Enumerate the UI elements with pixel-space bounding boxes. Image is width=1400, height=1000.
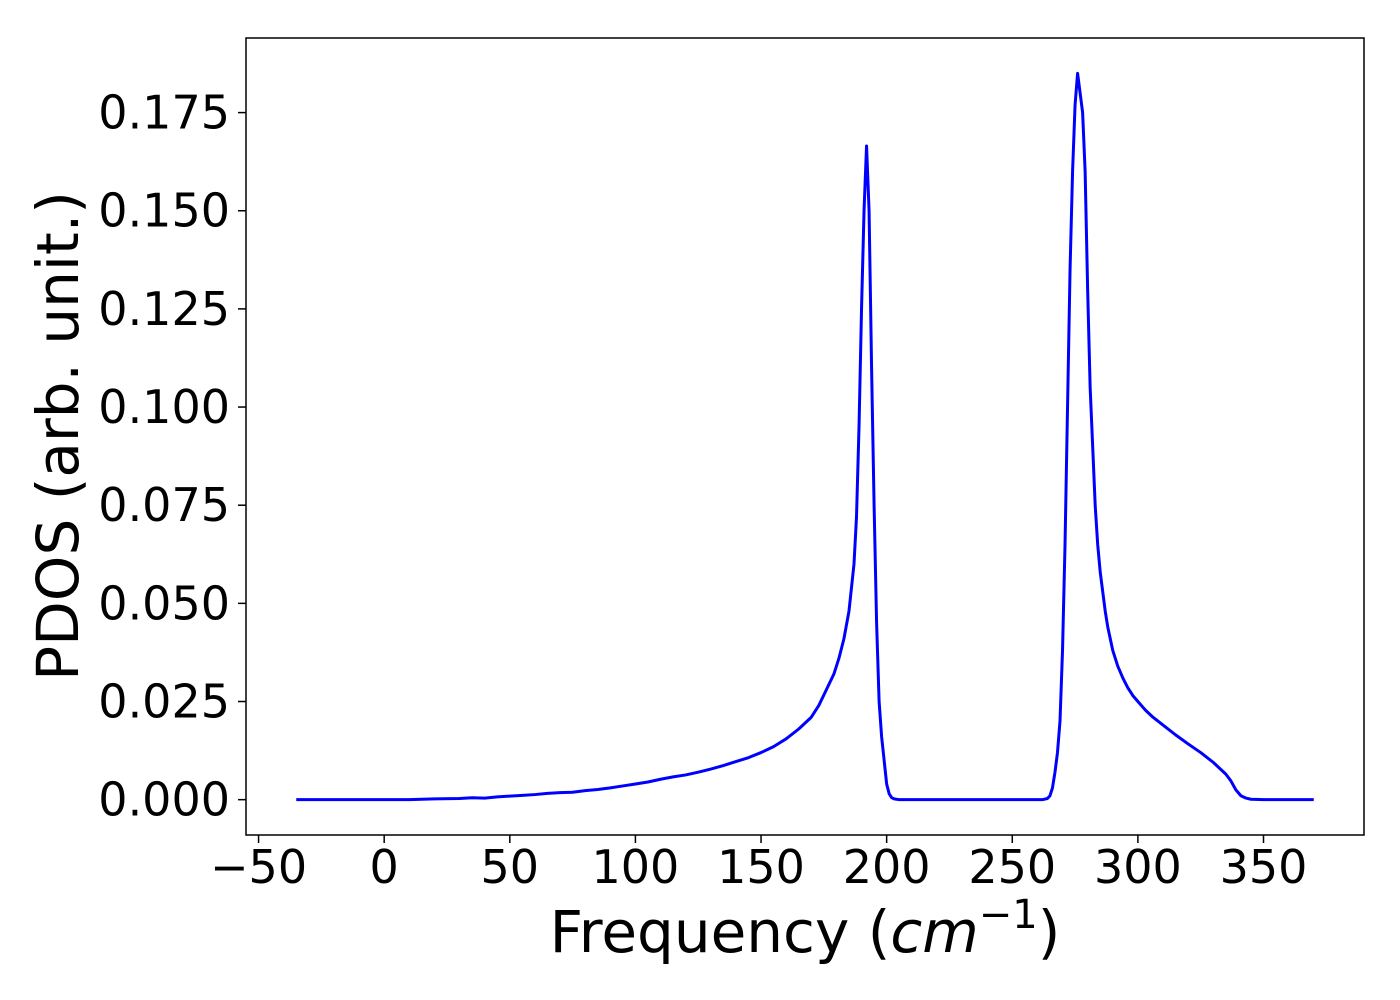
y-tick-label: 0.050 <box>98 576 230 630</box>
y-tick-label: 0.075 <box>98 478 230 532</box>
y-tick-label: 0.000 <box>98 773 230 827</box>
x-tick-label: 350 <box>1220 840 1308 894</box>
x-tick-label: 0 <box>370 840 399 894</box>
y-tick-label: 0.175 <box>98 86 230 140</box>
x-tick-label: 50 <box>481 840 540 894</box>
x-axis-label-exponent: −1 <box>979 892 1038 938</box>
x-tick-label: 300 <box>1094 840 1182 894</box>
x-tick-label: 150 <box>717 840 805 894</box>
x-axis-label: Frequency (cm−1) <box>550 892 1061 966</box>
y-tick-label: 0.150 <box>98 184 230 238</box>
x-tick-label: 200 <box>843 840 931 894</box>
x-axis-label-close: ) <box>1038 898 1061 966</box>
series-line-0 <box>296 71 1314 802</box>
y-tick-label: 0.100 <box>98 380 230 434</box>
y-tick-label: 0.025 <box>98 675 230 729</box>
plot-area <box>296 71 1314 802</box>
x-tick-label: 100 <box>592 840 680 894</box>
y-tick-label: 0.125 <box>98 282 230 336</box>
x-axis-label-text: Frequency ( <box>550 898 891 966</box>
x-axis-label-unit: cm <box>890 898 978 966</box>
x-tick-label: 250 <box>968 840 1056 894</box>
y-axis-label: PDOS (arb. unit.) <box>24 191 92 681</box>
y-axis-ticks: 0.000 0.025 0.050 0.075 0.100 0.125 0.150 0.175 <box>98 86 246 827</box>
x-axis-ticks: −50 0 50 100 150 200 250 300 350 <box>210 835 1307 894</box>
x-tick-label: −50 <box>210 840 307 894</box>
plot-frame <box>245 37 1365 836</box>
